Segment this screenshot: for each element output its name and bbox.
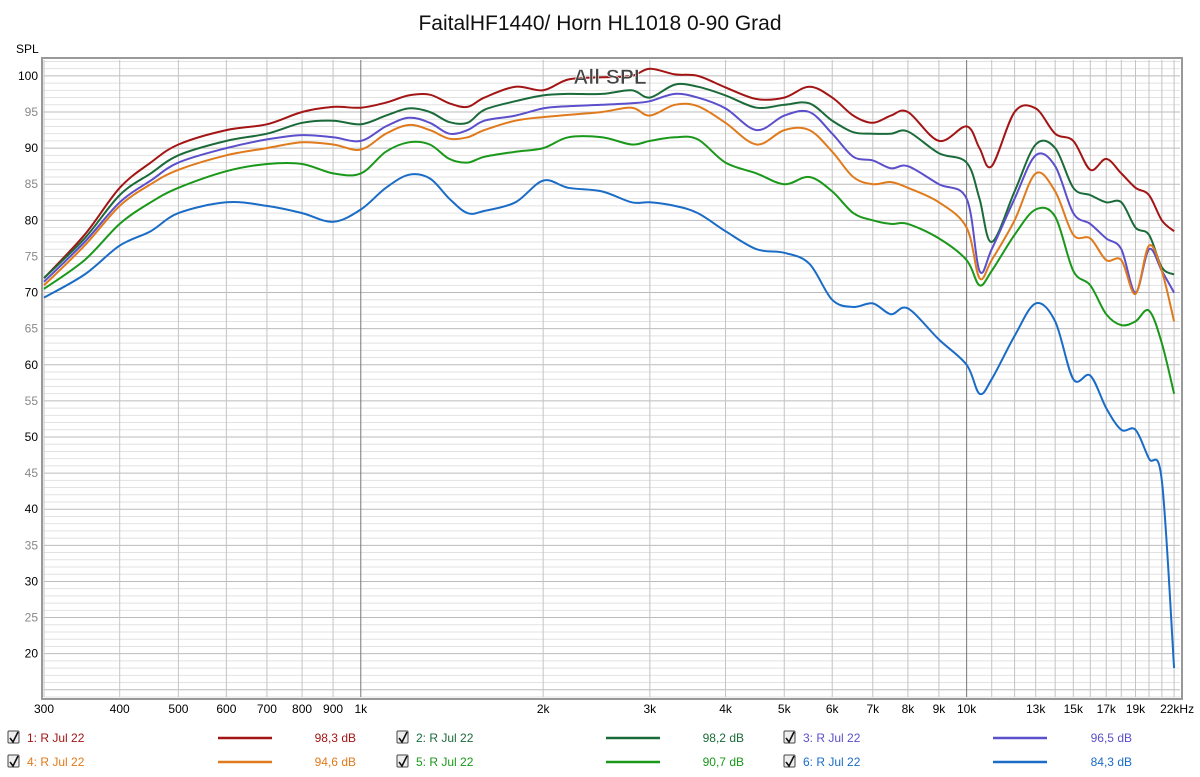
x-tick-label: 22kHz — [1160, 702, 1194, 716]
series-1-line — [43, 67, 1175, 279]
legend-item-5: 5: R Jul 22 90,7 dB — [396, 754, 744, 769]
legend-label: 2: R Jul 22 — [416, 731, 474, 745]
y-axis-label: SPL — [16, 42, 39, 56]
x-tick-label: 700 — [257, 702, 277, 716]
x-tick-label: 9k — [933, 702, 947, 716]
x-tick-label: 800 — [292, 702, 312, 716]
x-tick-label: 1k — [354, 702, 368, 716]
legend-value: 96,5 dB — [1091, 731, 1132, 745]
y-tick-label: 25 — [25, 611, 39, 625]
series-3-line — [43, 92, 1175, 294]
y-tick-label: 100 — [18, 69, 38, 83]
y-tick-label: 35 — [25, 538, 39, 552]
y-tick-label: 50 — [25, 430, 39, 444]
y-tick-label: 65 — [25, 322, 39, 336]
x-tick-label: 400 — [110, 702, 130, 716]
checkmark-icon — [9, 755, 19, 768]
legend-label: 5: R Jul 22 — [416, 755, 474, 769]
overlay-label: All SPL — [573, 66, 647, 89]
legend-value: 94,6 dB — [315, 755, 356, 769]
y-tick-label: 30 — [25, 574, 39, 588]
legend-value: 98,3 dB — [315, 731, 356, 745]
y-tick-label: 45 — [25, 466, 39, 480]
y-tick-label: 20 — [25, 647, 39, 661]
legend-item-1: 1: R Jul 22 98,3 dB — [7, 730, 356, 745]
x-tick-label: 6k — [826, 702, 840, 716]
legend-value: 84,3 dB — [1091, 755, 1132, 769]
curves — [43, 67, 1176, 669]
legend-label: 3: R Jul 22 — [803, 731, 861, 745]
x-tick-label: 3k — [644, 702, 658, 716]
x-tick-label: 4k — [719, 702, 733, 716]
series-4-line — [43, 102, 1176, 322]
checkmark-icon — [785, 731, 795, 744]
legend-value: 90,7 dB — [703, 755, 744, 769]
x-tick-label: 2k — [537, 702, 551, 716]
x-tick-label: 500 — [168, 702, 188, 716]
x-tick-label: 900 — [323, 702, 343, 716]
series-5-line — [43, 135, 1176, 394]
legend-item-2: 2: R Jul 22 98,2 dB — [396, 730, 744, 745]
y-tick-label: 80 — [25, 213, 39, 227]
legend-value: 98,2 dB — [703, 731, 744, 745]
y-tick-label: 55 — [25, 394, 39, 408]
x-tick-label: 10k — [957, 702, 977, 716]
x-tick-label: 7k — [866, 702, 880, 716]
checkmark-icon — [398, 755, 408, 768]
y-tick-label: 90 — [25, 141, 39, 155]
legend-label: 4: R Jul 22 — [27, 755, 85, 769]
x-axis-ticks: 300 400 500 600 700 800 900 1k 2k 3k 4k 5k 6k 7k 8k 9k 1… — [34, 702, 1194, 716]
legend-item-6: 6: R Jul 22 84,3 dB — [783, 754, 1132, 769]
legend-item-3: 3: R Jul 22 96,5 dB — [783, 730, 1132, 745]
series-2-line — [43, 82, 1175, 279]
legend-label: 6: R Jul 22 — [803, 755, 861, 769]
x-tick-label: 300 — [34, 702, 54, 716]
x-tick-label: 8k — [902, 702, 916, 716]
y-axis-ticks: 100 95 90 85 80 75 70 65 60 55 50 45 40 35 30 25 20 — [18, 69, 38, 661]
legend-item-4: 4: R Jul 22 94,6 dB — [7, 754, 356, 769]
y-tick-label: 40 — [25, 502, 39, 516]
legend-label: 1: R Jul 22 — [27, 731, 85, 745]
checkmark-icon — [9, 731, 19, 744]
y-tick-label: 70 — [25, 286, 39, 300]
x-tick-label: 19k — [1126, 702, 1146, 716]
y-tick-label: 95 — [25, 105, 39, 119]
y-tick-label: 85 — [25, 177, 39, 191]
checkmark-icon — [785, 755, 795, 768]
checkmark-icon — [398, 731, 408, 744]
x-tick-label: 17k — [1097, 702, 1117, 716]
y-tick-label: 75 — [25, 249, 39, 263]
x-tick-label: 13k — [1026, 702, 1046, 716]
x-tick-label: 600 — [216, 702, 236, 716]
grid — [43, 60, 1180, 698]
legend: 1: R Jul 22 98,3 dB 2: R Jul 22 98,2 dB 3: R… — [7, 730, 1132, 769]
x-tick-label: 15k — [1064, 702, 1084, 716]
chart-title: FaitalHF1440/ Horn HL1018 0-90 Grad — [418, 12, 781, 35]
y-tick-label: 60 — [25, 358, 39, 372]
series-6-line — [43, 173, 1176, 669]
x-tick-label: 5k — [778, 702, 792, 716]
